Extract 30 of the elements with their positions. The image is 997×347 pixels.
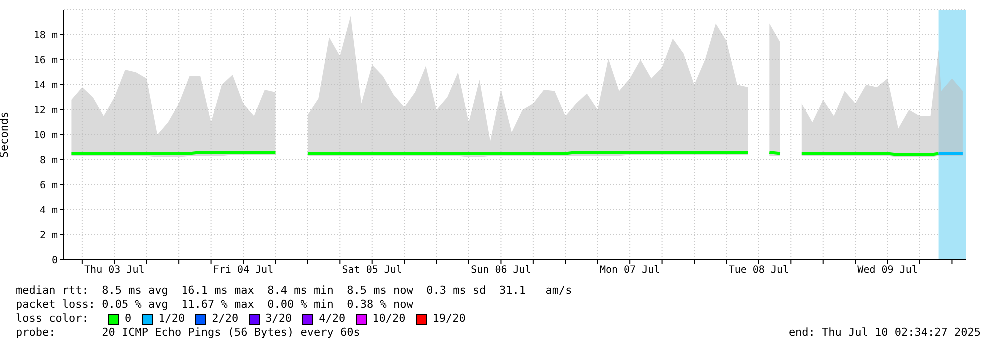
legend-label: 3/20 [264, 312, 292, 326]
x-tick-label: Sun 06 Jul [471, 265, 532, 276]
legend-title: loss color: [16, 312, 90, 326]
y-tick-label: 12 m [34, 106, 58, 117]
y-tick-label: 16 m [34, 56, 58, 67]
y-tick-label: 8 m [40, 156, 58, 167]
y-tick-label: 14 m [34, 80, 58, 92]
x-tick-label: Tue 08 Jul [728, 265, 790, 276]
x-tick-label: Fri 04 Jul [213, 265, 274, 276]
text: probe: 20 ICMP Echo Pings (56 Bytes) every 60s [16, 326, 360, 340]
x-tick-label: Mon 07 Jul [600, 265, 660, 276]
y-tick-label: 2 m [40, 230, 58, 242]
y-tick-label: 10 m [34, 130, 58, 142]
legend-label: 19/20 [432, 312, 466, 326]
text: median rtt: 8.5 ms avg 16.1 ms max 8.4 ms min 8.5 ms now 0.3 ms sd 31.1 am/s [16, 284, 574, 298]
legend-label: 4/20 [318, 312, 346, 326]
legend-label: 0 [124, 312, 132, 326]
text: end: Thu Jul 10 02:34:27 2025 [788, 326, 981, 340]
y-tick-label: 6 m [40, 180, 58, 192]
x-tick-label: Wed 09 Jul [858, 265, 918, 276]
legend-label: 2/20 [211, 312, 239, 326]
x-tick-label: Thu 03 Jul [84, 265, 145, 276]
y-axis-title: Seconds [0, 112, 11, 158]
y-tick-label: 4 m [40, 206, 58, 217]
y-tick-label: 0 [52, 256, 58, 267]
legend-label: 1/20 [158, 312, 186, 326]
text: packet loss: 0.05 % avg 11.67 % max 0.00 % min 0.38 % now [16, 298, 414, 312]
y-tick-label: 18 m [34, 30, 58, 42]
x-tick-label: Sat 05 Jul [342, 265, 402, 276]
legend-label: 10/20 [372, 312, 406, 326]
